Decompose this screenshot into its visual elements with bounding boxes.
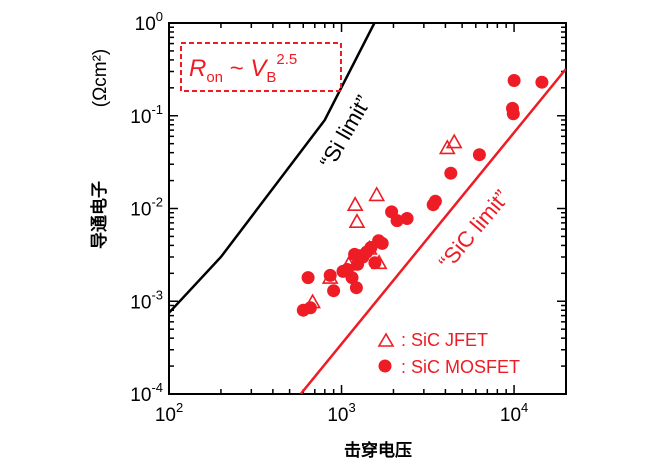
mosfet-data-point xyxy=(368,256,382,270)
mosfet-data-point xyxy=(327,284,341,298)
y-tick-label: 10-1 xyxy=(130,102,163,128)
jfet-data-point xyxy=(368,186,386,202)
mosfet-data-point xyxy=(400,212,414,225)
y-axis-title: 导通电子 xyxy=(89,181,109,249)
legend-label-jfet: : SiC JFET xyxy=(401,330,488,350)
mosfet-data-point xyxy=(390,214,404,228)
mosfet-data-point xyxy=(444,166,458,180)
y-axis-unit: (Ωcm²) xyxy=(90,49,111,108)
si-limit-line xyxy=(169,23,376,314)
y-tick-label: 100 xyxy=(135,9,163,35)
legend-triangle-marker xyxy=(377,332,395,347)
x-tick-label: 104 xyxy=(500,400,528,426)
mosfet-data-point xyxy=(506,107,520,121)
formula-annotation: Ron ~ VB2.5 xyxy=(189,51,297,86)
mosfet-data-point xyxy=(472,148,486,162)
formula-box xyxy=(180,42,342,92)
mosfet-data-point xyxy=(507,74,521,87)
mosfet-data-point xyxy=(428,194,442,208)
legend: : SiC JFET : SiC MOSFET xyxy=(377,330,520,377)
mosfet-data-point xyxy=(303,301,317,315)
sic-limit-line xyxy=(299,68,566,394)
legend-label-mosfet: : SiC MOSFET xyxy=(401,357,520,377)
mosfet-data-point xyxy=(301,271,315,285)
mosfet-data-point xyxy=(345,271,359,285)
mosfet-data-point xyxy=(535,75,549,89)
y-tick-label: 10-4 xyxy=(130,380,163,406)
mosfet-data-point xyxy=(323,268,337,282)
x-tick-label: 103 xyxy=(327,400,355,426)
x-tick-label: 102 xyxy=(155,400,183,426)
legend-circle-marker xyxy=(378,359,392,373)
mosfet-data-point xyxy=(349,281,363,295)
jfet-data-point xyxy=(445,133,463,149)
y-tick-label: 10-3 xyxy=(130,287,163,313)
y-tick-label: 10-2 xyxy=(130,195,163,221)
plot-area xyxy=(168,22,567,395)
mosfet-data-point xyxy=(375,236,389,250)
jfet-data-point xyxy=(346,196,364,211)
jfet-data-point xyxy=(348,213,366,228)
x-axis-title: 击穿电压 xyxy=(344,440,412,460)
